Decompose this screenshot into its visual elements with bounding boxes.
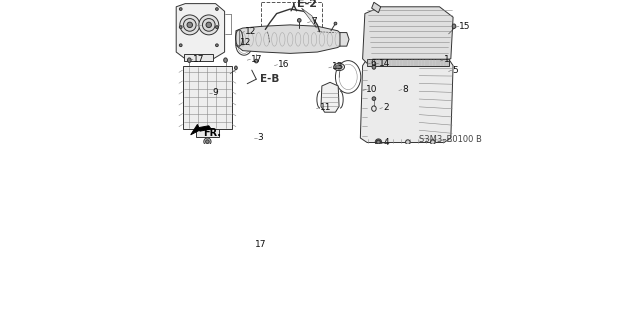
Text: 6: 6 xyxy=(371,59,376,68)
Ellipse shape xyxy=(216,8,218,11)
Ellipse shape xyxy=(179,8,182,11)
Polygon shape xyxy=(191,124,211,135)
Ellipse shape xyxy=(188,58,191,63)
Text: 7: 7 xyxy=(311,17,317,26)
Ellipse shape xyxy=(224,58,227,63)
Polygon shape xyxy=(182,66,232,129)
Polygon shape xyxy=(236,25,344,53)
Text: 1: 1 xyxy=(444,55,450,64)
Text: E-2: E-2 xyxy=(297,0,317,9)
Polygon shape xyxy=(363,7,453,63)
Polygon shape xyxy=(372,2,381,13)
Text: 2: 2 xyxy=(383,103,388,112)
Ellipse shape xyxy=(216,26,218,28)
Text: 4: 4 xyxy=(383,138,389,147)
Text: 10: 10 xyxy=(366,85,378,94)
Text: 15: 15 xyxy=(460,22,471,31)
Polygon shape xyxy=(301,8,316,28)
Text: 17: 17 xyxy=(193,55,205,64)
Polygon shape xyxy=(360,48,453,143)
Polygon shape xyxy=(340,33,349,46)
Ellipse shape xyxy=(298,19,301,22)
Text: 12: 12 xyxy=(245,27,257,36)
Text: S3M3–B0100 B: S3M3–B0100 B xyxy=(419,135,482,144)
Text: 12: 12 xyxy=(241,38,252,47)
Ellipse shape xyxy=(179,44,182,47)
Text: 9: 9 xyxy=(212,88,218,97)
Ellipse shape xyxy=(431,140,435,144)
Ellipse shape xyxy=(235,66,237,70)
Ellipse shape xyxy=(204,138,211,145)
Text: 16: 16 xyxy=(278,60,289,69)
Ellipse shape xyxy=(199,15,219,35)
Ellipse shape xyxy=(180,15,200,35)
Text: 13: 13 xyxy=(332,63,344,71)
Ellipse shape xyxy=(187,22,193,28)
Ellipse shape xyxy=(206,22,211,28)
Ellipse shape xyxy=(336,65,342,69)
Text: 5: 5 xyxy=(452,66,458,75)
Ellipse shape xyxy=(184,19,196,31)
Polygon shape xyxy=(321,82,339,112)
Text: FR.: FR. xyxy=(204,128,221,138)
Text: E-B: E-B xyxy=(260,74,279,84)
Ellipse shape xyxy=(216,44,218,47)
Ellipse shape xyxy=(255,59,258,63)
Polygon shape xyxy=(367,59,449,66)
Bar xyxy=(261,2,322,41)
Ellipse shape xyxy=(452,24,456,28)
Text: 8: 8 xyxy=(403,85,408,94)
Text: 17: 17 xyxy=(255,240,267,249)
Text: 3: 3 xyxy=(258,133,264,143)
Ellipse shape xyxy=(333,63,344,70)
Text: 14: 14 xyxy=(379,59,390,68)
Ellipse shape xyxy=(179,26,182,28)
Ellipse shape xyxy=(406,140,410,144)
Text: 17: 17 xyxy=(251,55,262,64)
Text: 11: 11 xyxy=(320,103,332,112)
Ellipse shape xyxy=(202,19,215,31)
Ellipse shape xyxy=(334,22,337,25)
Ellipse shape xyxy=(376,140,381,144)
Ellipse shape xyxy=(372,97,376,100)
Polygon shape xyxy=(196,129,219,137)
Polygon shape xyxy=(184,54,213,61)
Polygon shape xyxy=(176,4,225,59)
Ellipse shape xyxy=(376,140,380,144)
Ellipse shape xyxy=(205,140,209,144)
Ellipse shape xyxy=(254,34,258,38)
Ellipse shape xyxy=(372,65,376,69)
